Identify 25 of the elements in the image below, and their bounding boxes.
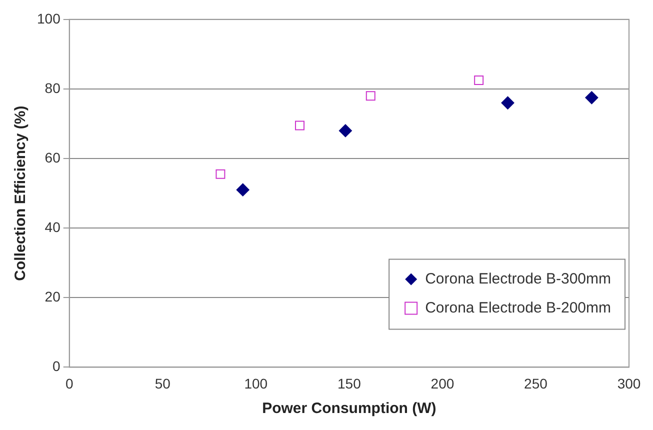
point [366, 91, 376, 101]
y-tick-label: 60 [44, 149, 61, 166]
x-axis-title: Power Consumption (W) [262, 400, 436, 418]
x-tick-label: 50 [154, 375, 171, 392]
y-tick-label: 80 [44, 80, 61, 96]
point [501, 96, 514, 110]
y-tick-label: 40 [44, 218, 61, 235]
point [338, 124, 352, 138]
point [216, 169, 226, 179]
x-tick-label: 300 [617, 375, 641, 392]
legend-label: Corona Electrode B-200mm [425, 299, 612, 316]
point [585, 91, 598, 104]
y-axis-title: Collection Efficiency (%) [12, 106, 30, 281]
point [236, 183, 250, 196]
legend-label: Corona Electrode B-300mm [425, 270, 612, 288]
point [474, 76, 484, 86]
x-tick-label: 100 [244, 375, 268, 392]
x-tick-label: 0 [65, 375, 74, 392]
x-tick-label: 250 [524, 375, 548, 392]
y-tick-label: 100 [37, 10, 61, 26]
point [295, 120, 304, 130]
x-tick-label: 150 [338, 375, 362, 392]
y-tick-label: 20 [44, 288, 61, 304]
y-tick-label: 0 [52, 358, 61, 374]
x-tick-label: 200 [430, 375, 454, 392]
